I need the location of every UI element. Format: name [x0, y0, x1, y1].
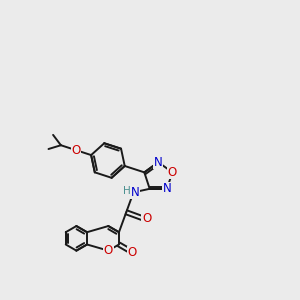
Text: N: N: [154, 156, 163, 169]
Text: N: N: [131, 186, 140, 199]
Text: N: N: [163, 182, 171, 195]
Text: O: O: [71, 144, 81, 157]
Text: O: O: [168, 166, 177, 179]
Text: O: O: [104, 244, 113, 257]
Text: O: O: [142, 212, 151, 225]
Text: H: H: [123, 186, 131, 196]
Text: O: O: [128, 246, 137, 259]
